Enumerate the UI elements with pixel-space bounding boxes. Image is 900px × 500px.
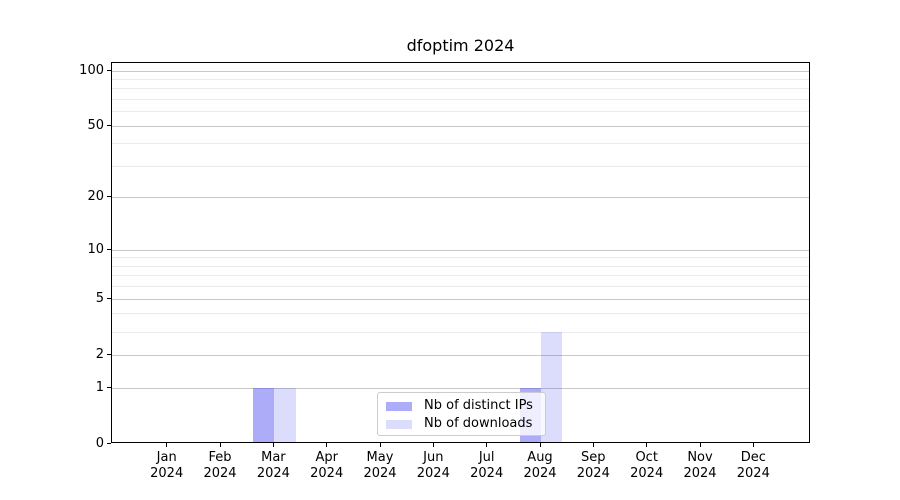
x-tick-mark [379,443,381,447]
x-tick-mark [486,443,488,447]
x-tick-year: 2024 [736,465,770,481]
x-tick-month: Dec [740,450,766,465]
y-tick-label: 100 [79,62,104,78]
x-tick-month: Oct [635,450,658,465]
gridline-minor [112,257,809,259]
y-tick-label: 1 [95,379,104,395]
x-tick-label: Jun 2024 [401,450,465,481]
x-tick-year: 2024 [576,465,610,481]
y-tick-mark [107,69,111,71]
gridline-minor [112,78,809,80]
gridline-minor [112,166,809,167]
gridline-major [112,354,809,356]
x-tick-label: Jan 2024 [135,450,199,481]
x-tick-label: Nov 2024 [668,450,732,481]
x-tick-mark [699,443,701,447]
plot-area [111,62,810,443]
x-tick-mark [166,443,168,447]
gridline-minor [112,331,809,333]
x-tick-label: Oct 2024 [615,450,679,481]
x-tick-mark [539,443,541,447]
y-tick-mark [107,386,111,388]
y-tick-mark [107,196,111,198]
x-tick-year: 2024 [416,465,450,481]
x-tick-label: Sep 2024 [561,450,625,481]
x-tick-mark [219,443,221,447]
x-tick-mark [646,443,648,447]
x-tick-mark [272,443,274,447]
x-tick-month: Nov [687,450,713,465]
x-tick-mark [592,443,594,447]
x-tick-label: May 2024 [348,450,412,481]
gridline-minor [112,286,809,288]
x-tick-year: 2024 [630,465,664,481]
y-tick-mark [107,297,111,299]
gridline-minor [112,111,809,113]
legend: Nb of distinct IPs Nb of downloads [377,392,546,436]
x-tick-label: Aug 2024 [508,450,572,481]
x-tick-year: 2024 [310,465,344,481]
legend-swatch-distinct-ips [386,401,412,411]
x-tick-year: 2024 [256,465,290,481]
gridline-minor [112,99,809,100]
y-tick-label: 50 [87,117,104,133]
gridline-major [112,125,809,127]
bar-aug-downloads [541,332,563,442]
x-tick-month: Jul [478,450,495,465]
gridline-major [112,197,809,199]
legend-swatch-downloads [386,419,412,429]
y-tick-label: 0 [95,435,104,451]
x-tick-year: 2024 [203,465,237,481]
y-tick-mark [107,124,111,126]
x-tick-month: Mar [261,450,286,465]
x-tick-year: 2024 [150,465,184,481]
x-tick-label: Apr 2024 [295,450,359,481]
x-tick-year: 2024 [470,465,504,481]
x-tick-label: Jul 2024 [455,450,519,481]
x-tick-month: Feb [208,450,232,465]
gridline-minor [112,265,809,267]
x-tick-year: 2024 [363,465,397,481]
bar-mar-downloads [274,388,296,442]
y-tick-label: 2 [95,346,104,362]
y-tick-label: 5 [95,290,104,306]
legend-item-distinct-ips: Nb of distinct IPs [386,397,545,415]
y-tick-label: 20 [87,189,104,205]
x-tick-month: May [366,450,394,465]
gridline-minor [112,143,809,145]
legend-item-downloads: Nb of downloads [386,415,545,433]
x-tick-month: Sep [581,450,606,465]
chart-title: dfoptim 2024 [406,36,515,55]
gridline-major [112,70,809,72]
y-tick-mark [107,353,111,355]
x-tick-month: Jun [423,450,444,465]
gridline-major [112,298,809,300]
x-tick-year: 2024 [523,465,557,481]
x-tick-mark [326,443,328,447]
gridline-minor [112,275,809,277]
gridline-major [112,387,809,389]
gridline-major [112,249,809,251]
y-tick-mark [107,248,111,250]
x-tick-mark [432,443,434,447]
x-tick-month: Jan [156,450,177,465]
x-tick-label: Mar 2024 [241,450,305,481]
x-tick-year: 2024 [683,465,717,481]
x-tick-mark [752,443,754,447]
y-tick-mark [107,442,111,444]
y-tick-label: 10 [87,241,104,257]
legend-label-distinct-ips: Nb of distinct IPs [424,398,533,413]
x-tick-label: Feb 2024 [188,450,252,481]
gridline-minor [112,88,809,90]
x-tick-month: Apr [315,450,338,465]
bar-mar-distinct-ips [253,388,275,442]
x-tick-label: Dec 2024 [721,450,785,481]
legend-label-downloads: Nb of downloads [424,416,533,431]
x-tick-month: Aug [527,450,553,465]
gridline-minor [112,313,809,315]
